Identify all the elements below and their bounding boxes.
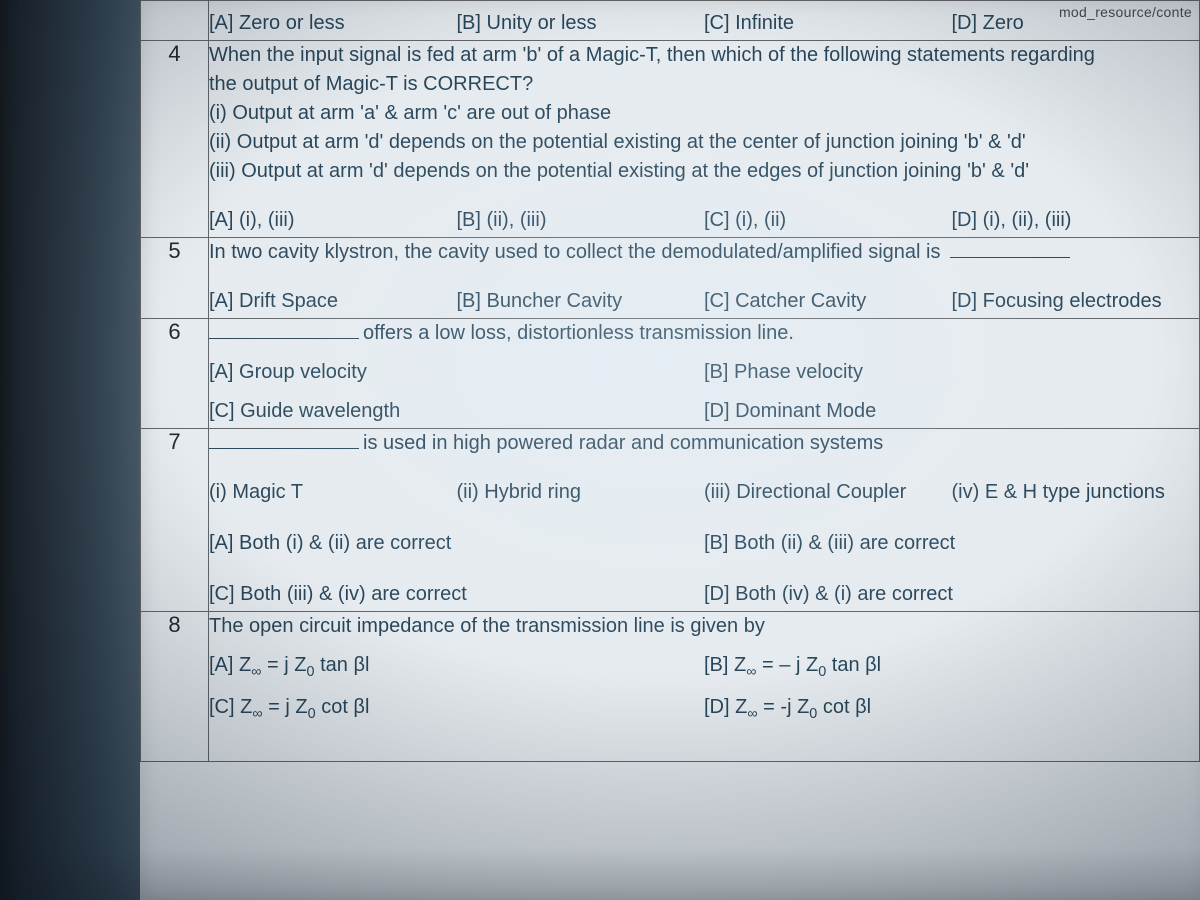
question-body-cell: When the input signal is fed at arm 'b' … <box>209 41 1200 238</box>
options-row: [A] Both (i) & (ii) are correct [B] Both… <box>209 527 1199 560</box>
table-row: 7 is used in high powered radar and comm… <box>141 429 1200 612</box>
option-c: [C] (i), (ii) <box>704 204 952 237</box>
question-number-cell: 5 <box>141 238 209 319</box>
opt-text: = -j Z <box>758 696 810 718</box>
options-row: [C] Z∞ = j Z0 cot βl [D] Z∞ = -j Z0 cot … <box>209 691 1199 727</box>
opt-text: tan βl <box>315 654 370 676</box>
option-b: [B] Both (ii) & (iii) are correct <box>704 527 1199 560</box>
monitor-bezel-left <box>0 0 140 900</box>
opt-text: [B] Z <box>704 654 746 676</box>
subscript: 0 <box>307 664 315 680</box>
subscript: ∞ <box>252 706 262 722</box>
item-ii: (ii) Hybrid ring <box>457 476 705 509</box>
option-c: [C] Catcher Cavity <box>704 285 952 318</box>
question-text-span: is used in high powered radar and commun… <box>209 432 883 454</box>
item-iv: (iv) E & H type junctions <box>952 476 1200 509</box>
opt-text: cot βl <box>316 696 370 718</box>
opt-text: [A] Z <box>209 654 251 676</box>
questions-table: [A] Zero or less [B] Unity or less [C] I… <box>140 0 1200 762</box>
options-row: [A] Z∞ = j Z0 tan βl [B] Z∞ = – j Z0 tan… <box>209 649 1199 685</box>
item-iii: (iii) Directional Coupler <box>704 476 952 509</box>
question-body-cell: The open circuit impedance of the transm… <box>209 612 1200 762</box>
option-b: [B] Buncher Cavity <box>457 285 705 318</box>
option-a: [A] Zero or less <box>209 7 457 40</box>
opt-text: [C] Z <box>209 696 252 718</box>
option-c: [C] Guide wavelength <box>209 395 704 428</box>
option-a: [A] Drift Space <box>209 285 457 318</box>
question-text: In two cavity klystron, the cavity used … <box>209 238 1199 267</box>
options-row: [C] Both (iii) & (iv) are correct [D] Bo… <box>209 578 1199 611</box>
option-a: [A] Both (i) & (ii) are correct <box>209 527 704 560</box>
question-body-cell: offers a low loss, distortionless transm… <box>209 319 1200 429</box>
table-row: [A] Zero or less [B] Unity or less [C] I… <box>141 1 1200 41</box>
table-row: 8 The open circuit impedance of the tran… <box>141 612 1200 762</box>
question-text: offers a low loss, distortionless transm… <box>209 319 1199 348</box>
question-body-cell: is used in high powered radar and commun… <box>209 429 1200 612</box>
question-text: the output of Magic-T is CORRECT? <box>209 70 1199 99</box>
question-statement: (i) Output at arm 'a' & arm 'c' are out … <box>209 99 1199 128</box>
question-number-cell: 6 <box>141 319 209 429</box>
option-d: [D] Both (iv) & (i) are correct <box>704 578 1199 611</box>
option-c: [C] Z∞ = j Z0 cot βl <box>209 691 704 727</box>
option-a: [A] (i), (iii) <box>209 204 457 237</box>
items-row: (i) Magic T (ii) Hybrid ring (iii) Direc… <box>209 476 1199 509</box>
question-text-span: offers a low loss, distortionless transm… <box>209 322 794 344</box>
table-row: 4 When the input signal is fed at arm 'b… <box>141 41 1200 238</box>
question-text: The open circuit impedance of the transm… <box>209 612 1199 641</box>
option-a: [A] Group velocity <box>209 356 704 389</box>
subscript: ∞ <box>746 664 756 680</box>
item-i: (i) Magic T <box>209 476 457 509</box>
option-a: [A] Z∞ = j Z0 tan βl <box>209 649 704 685</box>
question-text-span: In two cavity klystron, the cavity used … <box>209 241 1070 263</box>
opt-text: [D] Z <box>704 696 747 718</box>
subscript: 0 <box>308 706 316 722</box>
option-c: [C] Both (iii) & (iv) are correct <box>209 578 704 611</box>
question-number-cell: 7 <box>141 429 209 612</box>
opt-text: = j Z <box>262 654 307 676</box>
question-statement: (iii) Output at arm 'd' depends on the p… <box>209 157 1199 186</box>
url-fragment: mod_resource/conte <box>1059 4 1192 20</box>
subscript: ∞ <box>251 664 261 680</box>
option-d: [D] Dominant Mode <box>704 395 1199 428</box>
question-text: When the input signal is fed at arm 'b' … <box>209 41 1199 70</box>
question-number-cell: 8 <box>141 612 209 762</box>
option-b: [B] Z∞ = – j Z0 tan βl <box>704 649 1199 685</box>
options-row: [A] (i), (iii) [B] (ii), (iii) [C] (i), … <box>209 204 1199 237</box>
document-page: [A] Zero or less [B] Unity or less [C] I… <box>140 0 1200 900</box>
question-body-cell: In two cavity klystron, the cavity used … <box>209 238 1200 319</box>
question-text: is used in high powered radar and commun… <box>209 429 1199 458</box>
options-row: [C] Guide wavelength [D] Dominant Mode <box>209 395 1199 428</box>
table-row: 6 offers a low loss, distortionless tran… <box>141 319 1200 429</box>
subscript: ∞ <box>747 706 757 722</box>
option-d: [D] (i), (ii), (iii) <box>952 204 1200 237</box>
options-row: [A] Zero or less [B] Unity or less [C] I… <box>209 7 1199 40</box>
option-b: [B] (ii), (iii) <box>457 204 705 237</box>
option-b: [B] Unity or less <box>457 7 705 40</box>
opt-text: cot βl <box>817 696 871 718</box>
option-d: [D] Focusing electrodes <box>952 285 1200 318</box>
opt-text: = – j Z <box>757 654 819 676</box>
table-row: 5 In two cavity klystron, the cavity use… <box>141 238 1200 319</box>
question-number-cell <box>141 1 209 41</box>
option-c: [C] Infinite <box>704 7 952 40</box>
question-body-cell: [A] Zero or less [B] Unity or less [C] I… <box>209 1 1200 41</box>
opt-text: tan βl <box>826 654 881 676</box>
question-statement: (ii) Output at arm 'd' depends on the po… <box>209 128 1199 157</box>
option-d: [D] Z∞ = -j Z0 cot βl <box>704 691 1199 727</box>
question-number-cell: 4 <box>141 41 209 238</box>
options-row: [A] Group velocity [B] Phase velocity <box>209 356 1199 389</box>
option-b: [B] Phase velocity <box>704 356 1199 389</box>
options-row: [A] Drift Space [B] Buncher Cavity [C] C… <box>209 285 1199 318</box>
opt-text: = j Z <box>263 696 308 718</box>
